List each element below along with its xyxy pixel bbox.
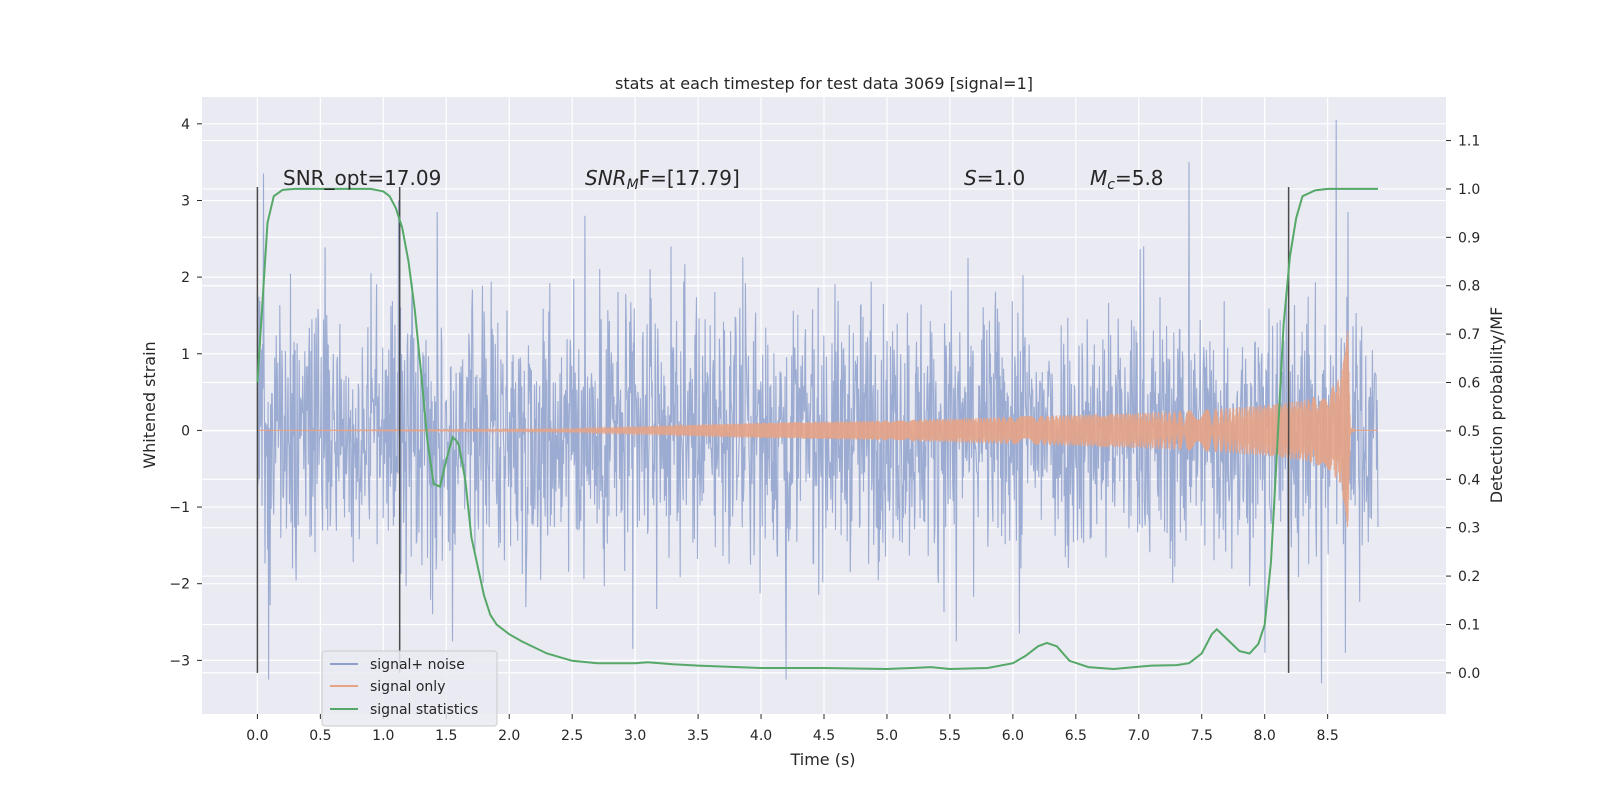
x-tick-label: 4.5 (813, 728, 835, 744)
y-right-tick-label: 0.7 (1458, 327, 1480, 343)
mc-subscript: c (1107, 177, 1115, 193)
s-symbol: S (964, 166, 977, 190)
x-tick-label: 4.0 (750, 728, 772, 744)
x-tick-label: 6.0 (1002, 728, 1024, 744)
y-left-tick-label: 0 (181, 423, 190, 439)
mc-symbol: M (1090, 166, 1107, 190)
y-right-tick-label: 0.9 (1458, 230, 1480, 246)
x-tick-label: 7.5 (1191, 728, 1213, 744)
y-left-axis-title: Whitened strain (140, 341, 159, 468)
annotation-snr-opt: SNR_opt=17.09 (283, 166, 441, 190)
y-right-tick-label: 0.0 (1458, 666, 1480, 682)
y-left-tick-label: −2 (169, 577, 190, 593)
legend-label-signal-noise: signal+ noise (370, 657, 465, 673)
x-tick-label: 2.5 (561, 728, 583, 744)
x-tick-label: 3.0 (624, 728, 646, 744)
x-tick-label: 5.0 (876, 728, 898, 744)
y-left-tick-label: 1 (181, 347, 190, 363)
x-tick-label: 0.0 (246, 728, 268, 744)
annotation-s: S=1.0 (964, 166, 1025, 190)
series-signal-only (257, 331, 1378, 528)
x-tick-label: 0.5 (309, 728, 331, 744)
y-right-tick-label: 1.0 (1458, 182, 1480, 198)
series-signal-statistics (256, 187, 1378, 671)
snr-mf-subscript: M (627, 177, 639, 193)
mc-rest: =5.8 (1115, 166, 1164, 190)
chart-title: stats at each timestep for test data 306… (615, 74, 1033, 93)
annotation-snr-mf: SNRMF=[17.79] (585, 166, 740, 193)
x-tick-label: 8.0 (1254, 728, 1276, 744)
snr-mf-symbol: SNR (585, 166, 627, 190)
annotations: SNR_opt=17.09 SNRMF=[17.79] S=1.0 Mc=5.8 (283, 166, 1164, 193)
snr-mf-rest: F=[17.79] (639, 166, 740, 190)
x-axis-ticks: 0.0 0.5 1.0 1.5 2.0 2.5 3.0 3.5 4.0 4.5 5.0 5.5 6.0 6… (246, 714, 1339, 744)
y-right-tick-label: 0.8 (1458, 279, 1480, 295)
x-tick-label: 7.0 (1128, 728, 1150, 744)
y-left-axis-ticks: 4 3 2 1 0 −1 −2 −3 (169, 117, 202, 669)
annotation-mc: Mc=5.8 (1090, 166, 1164, 193)
signal-only-line (257, 331, 1378, 528)
y-left-tick-label: −1 (169, 500, 190, 516)
y-left-tick-label: 3 (181, 193, 190, 209)
x-tick-label: 6.5 (1065, 728, 1087, 744)
x-axis-title: Time (s) (789, 750, 855, 769)
x-tick-label: 8.5 (1317, 728, 1339, 744)
y-right-axis-title: Detection probability/MF (1487, 307, 1506, 504)
x-tick-label: 5.5 (939, 728, 961, 744)
signal-statistics-line (256, 187, 1378, 671)
legend-label-signal-only: signal only (370, 679, 445, 695)
y-right-tick-label: 0.6 (1458, 376, 1480, 392)
s-rest: =1.0 (977, 166, 1026, 190)
legend-label-signal-statistics: signal statistics (370, 702, 478, 718)
y-right-axis-ticks: 1.1 1.0 0.9 0.8 0.7 0.6 0.5 0.4 0.3 0.2 0.1 0.0 (1446, 134, 1480, 682)
x-tick-label: 1.5 (435, 728, 457, 744)
y-right-tick-label: 0.2 (1458, 569, 1480, 585)
legend: signal+ noise signal only signal statist… (321, 650, 498, 727)
y-right-tick-label: 0.5 (1458, 424, 1480, 440)
y-right-tick-label: 0.3 (1458, 521, 1480, 537)
y-left-tick-label: 2 (181, 270, 190, 286)
x-tick-label: 1.0 (372, 728, 394, 744)
x-tick-label: 2.0 (498, 728, 520, 744)
y-left-tick-label: −3 (169, 653, 190, 669)
x-tick-label: 3.5 (687, 728, 709, 744)
y-right-tick-label: 1.1 (1458, 134, 1480, 150)
y-right-tick-label: 0.1 (1458, 617, 1480, 633)
legend-box (321, 650, 498, 727)
y-left-tick-label: 4 (181, 117, 190, 133)
y-right-tick-label: 0.4 (1458, 472, 1480, 488)
